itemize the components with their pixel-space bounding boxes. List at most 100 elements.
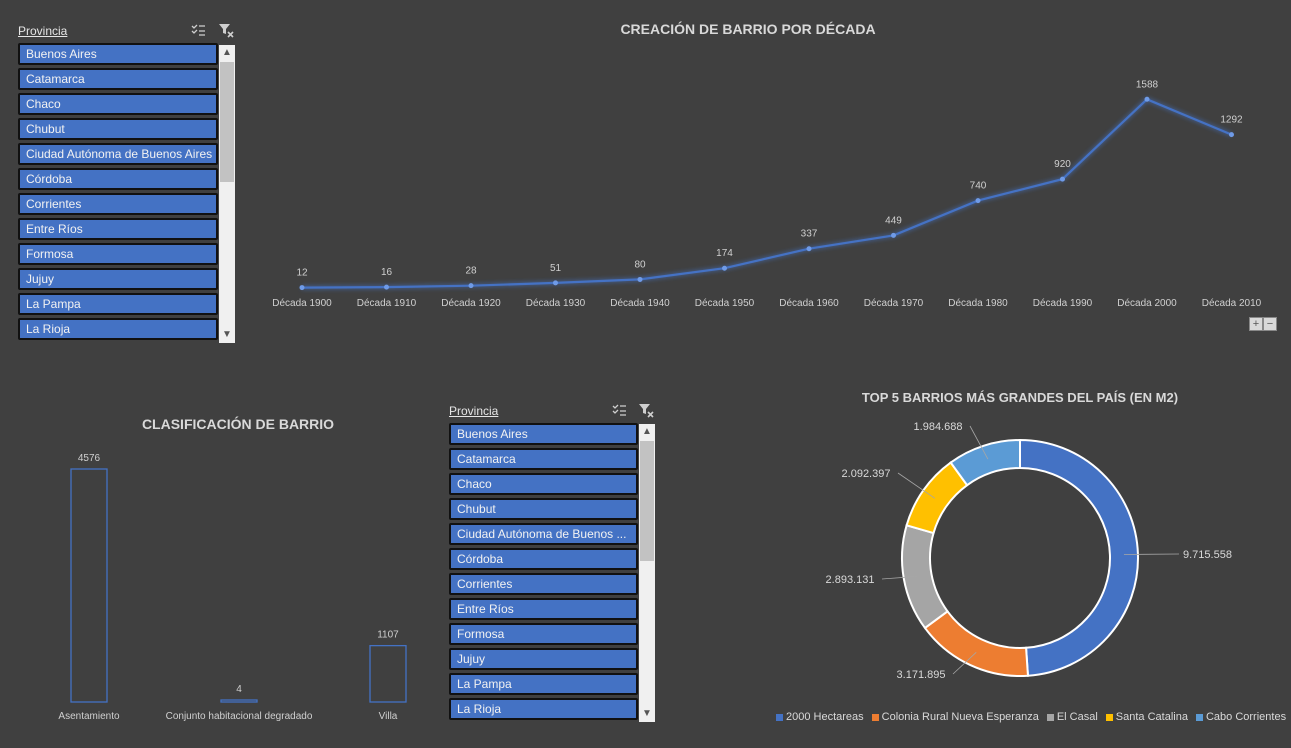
slicer-item[interactable]: La Pampa — [18, 293, 218, 315]
data-label: 2.893.131 — [826, 574, 875, 586]
clear-filter-icon[interactable] — [218, 22, 234, 38]
data-label: 1588 — [1136, 79, 1159, 90]
line-point — [637, 276, 643, 282]
slicer-item[interactable]: La Rioja — [18, 318, 218, 340]
legend-swatch — [1046, 713, 1054, 721]
clear-filter-icon[interactable] — [638, 402, 654, 418]
slicer-item[interactable]: Córdoba — [449, 548, 638, 570]
data-label: 337 — [801, 229, 818, 240]
slicer-item[interactable]: Corrientes — [449, 573, 638, 595]
data-label: 4 — [236, 684, 242, 695]
data-label: 28 — [465, 266, 477, 277]
data-label: 1292 — [1220, 115, 1243, 126]
slicer-item[interactable]: Jujuy — [449, 648, 638, 670]
leader-line — [897, 472, 936, 499]
data-label: 9.715.558 — [1183, 549, 1232, 561]
scroll-down-icon[interactable]: ▼ — [639, 706, 655, 722]
slicer-item[interactable]: Ciudad Autónoma de Buenos ... — [449, 523, 638, 545]
slicer-item[interactable]: Catamarca — [18, 68, 218, 90]
slicer-item[interactable]: La Rioja — [449, 698, 638, 720]
x-tick-label: Década 2000 — [1117, 298, 1177, 309]
x-tick-label: Década 1970 — [864, 298, 924, 309]
data-label: 3.171.895 — [897, 669, 946, 681]
legend-item: Cabo Corrientes — [1195, 711, 1287, 723]
x-tick-label: Villa — [379, 711, 398, 722]
scroll-up-icon[interactable]: ▲ — [639, 424, 655, 440]
data-label: 1.984.688 — [914, 421, 963, 433]
slicer-header: Provincia — [18, 20, 238, 42]
legend-label: Santa Catalina — [1115, 711, 1188, 723]
bar — [369, 644, 407, 703]
x-tick-label: Década 1900 — [272, 298, 332, 309]
data-label: 16 — [381, 267, 393, 278]
slicer-item[interactable]: La Pampa — [449, 673, 638, 695]
x-tick-label: Década 1910 — [357, 298, 417, 309]
scrollbar[interactable]: ▲ ▼ — [219, 45, 235, 343]
line-point — [722, 265, 727, 271]
multi-select-icon[interactable] — [611, 402, 627, 418]
scroll-down-icon[interactable]: ▼ — [219, 327, 235, 343]
legend-label: Colonia Rural Nueva Esperanza — [881, 711, 1039, 723]
line-point — [299, 285, 305, 291]
x-tick-label: Década 1920 — [441, 298, 501, 309]
slicer-item[interactable]: Entre Ríos — [449, 598, 638, 620]
data-label: 740 — [970, 181, 987, 192]
multi-select-icon[interactable] — [190, 22, 206, 38]
line-chart-title: CREACIÓN DE BARRIO POR DÉCADA — [620, 21, 876, 37]
slicer-item[interactable]: Chubut — [18, 118, 218, 140]
line-point — [1144, 96, 1150, 102]
slicer-item[interactable]: Córdoba — [18, 168, 218, 190]
data-label: 174 — [716, 248, 733, 259]
legend-item: Santa Catalina — [1105, 711, 1188, 723]
x-tick-label: Década 1960 — [779, 298, 839, 309]
leader-line — [881, 575, 918, 580]
donut-chart-title: TOP 5 BARRIOS MÁS GRANDES DEL PAÍS (EN M… — [861, 390, 1179, 405]
donut-slice — [949, 438, 1021, 487]
province-slicer-bottom: Provincia Buenos Aires Catamarca Chaco Chub… — [449, 400, 669, 725]
data-label: 920 — [1054, 159, 1071, 170]
slicer-item[interactable]: Buenos Aires — [18, 43, 218, 65]
slicer-item[interactable]: Ciudad Autónoma de Buenos Aires — [18, 143, 218, 165]
data-label: 449 — [885, 215, 902, 226]
legend-item: El Casal — [1046, 711, 1098, 723]
slicer-item[interactable]: Chaco — [18, 93, 218, 115]
line-point — [1229, 132, 1234, 138]
line-series — [301, 98, 1232, 289]
line-point — [1060, 176, 1065, 182]
line-point — [384, 284, 389, 290]
x-tick-label: Década 1950 — [695, 298, 755, 309]
slicer-item[interactable]: Formosa — [449, 623, 638, 645]
zoom-out-button[interactable]: − — [1263, 317, 1277, 331]
donut-slice — [901, 524, 949, 630]
legend-item: Colonia Rural Nueva Esperanza — [871, 711, 1039, 723]
slicer-item[interactable]: Entre Ríos — [18, 218, 218, 240]
slicer-item[interactable]: Catamarca — [449, 448, 638, 470]
zoom-in-button[interactable]: + — [1249, 317, 1263, 331]
legend-swatch — [1105, 713, 1113, 721]
province-slicer-top: Provincia Buenos Aires Catamarca Chaco Chub… — [18, 20, 238, 345]
legend-label: 2000 Hectareas — [786, 711, 864, 723]
x-tick-label: Década 2010 — [1202, 298, 1262, 309]
data-label: 12 — [296, 268, 308, 279]
scroll-thumb[interactable] — [220, 62, 234, 182]
leader-line — [969, 425, 989, 460]
x-tick-label: Década 1930 — [526, 298, 586, 309]
bar-chart-title: CLASIFICACIÓN DE BARRIO — [141, 416, 335, 432]
data-label: 51 — [550, 263, 562, 274]
x-tick-label: Década 1940 — [610, 298, 670, 309]
slicer-item[interactable]: Chubut — [449, 498, 638, 520]
slicer-item[interactable]: Buenos Aires — [449, 423, 638, 445]
legend-swatch — [776, 713, 783, 721]
bar — [70, 468, 108, 703]
legend-label: Cabo Corrientes — [1205, 711, 1287, 723]
scroll-up-icon[interactable]: ▲ — [219, 45, 235, 61]
slicer-item[interactable]: Corrientes — [18, 193, 218, 215]
scrollbar[interactable]: ▲ ▼ — [639, 424, 655, 722]
slicer-item[interactable]: Formosa — [18, 243, 218, 265]
slicer-title: Provincia — [449, 404, 499, 418]
legend-label: El Casal — [1056, 711, 1098, 723]
slicer-item[interactable]: Chaco — [449, 473, 638, 495]
donut-legend: 2000 Hectareas Colonia Rural Nueva Espera… — [776, 711, 1286, 723]
scroll-thumb[interactable] — [640, 441, 654, 561]
slicer-item[interactable]: Jujuy — [18, 268, 218, 290]
